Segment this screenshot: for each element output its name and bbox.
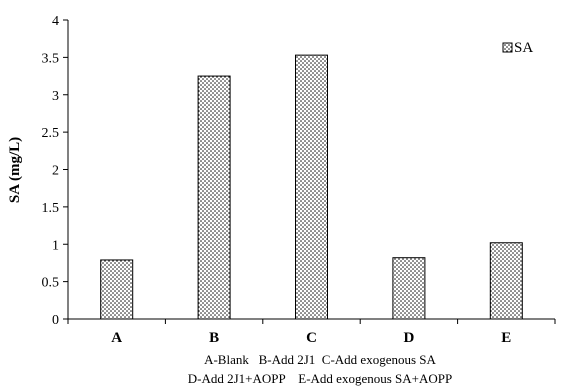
legend-swatch (502, 42, 513, 53)
y-tick-label: 0 (52, 313, 59, 328)
bar-C (295, 54, 328, 320)
legend-label: SA (514, 40, 533, 56)
legend-note-line-2: D-Add 2J1+AOPP E-Add exogenous SA+AOPP (188, 371, 452, 386)
x-axis-ticks: A B C D E (67, 319, 556, 346)
y-tick-label: 2.5 (42, 126, 60, 141)
y-axis-label: SA (mg/L) (7, 137, 23, 203)
legend-note-line-1: A-Blank B-Add 2J1 C-Add exogenous SA (204, 352, 436, 367)
bar-B (197, 75, 231, 320)
x-tick-label: E (501, 330, 511, 346)
bars (100, 54, 523, 320)
y-tick-label: 3 (52, 89, 59, 104)
legend: SA (502, 40, 533, 56)
x-tick-label: B (209, 330, 219, 346)
bar-A (100, 259, 134, 320)
x-tick-label: D (403, 330, 414, 346)
x-tick-label: A (111, 330, 122, 346)
bar-D (392, 257, 426, 320)
x-tick-label: C (306, 330, 317, 346)
bar-E (489, 242, 523, 320)
y-axis-ticks: 0 0.5 1 1.5 2 2.5 3 3.5 4 (42, 14, 68, 328)
y-tick-label: 2 (52, 164, 59, 179)
y-tick-label: 3.5 (42, 51, 60, 66)
y-tick-label: 1 (52, 238, 59, 253)
y-tick-label: 0.5 (42, 276, 60, 291)
y-tick-label: 1.5 (42, 201, 60, 216)
y-tick-label: 4 (52, 14, 59, 29)
